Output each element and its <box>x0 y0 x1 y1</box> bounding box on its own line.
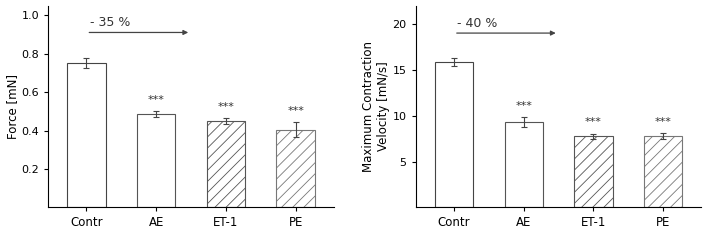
Text: ***: *** <box>585 118 602 128</box>
Y-axis label: Force [mN]: Force [mN] <box>6 74 18 139</box>
Bar <box>276 129 315 208</box>
Bar <box>206 121 245 208</box>
Text: ***: *** <box>287 106 304 116</box>
Bar <box>67 63 105 208</box>
Text: ***: *** <box>148 95 165 105</box>
Y-axis label: Maximum Contraction
Velocity [mN/s]: Maximum Contraction Velocity [mN/s] <box>362 41 390 172</box>
Bar <box>435 62 473 208</box>
Text: - 35 %: - 35 % <box>90 16 130 29</box>
Bar <box>505 122 543 208</box>
Text: ***: *** <box>515 102 532 111</box>
Bar <box>137 114 175 208</box>
Bar <box>644 136 682 208</box>
Bar <box>574 136 612 208</box>
Text: - 40 %: - 40 % <box>457 17 498 30</box>
Text: ***: *** <box>655 117 672 127</box>
Text: ***: *** <box>218 102 234 112</box>
